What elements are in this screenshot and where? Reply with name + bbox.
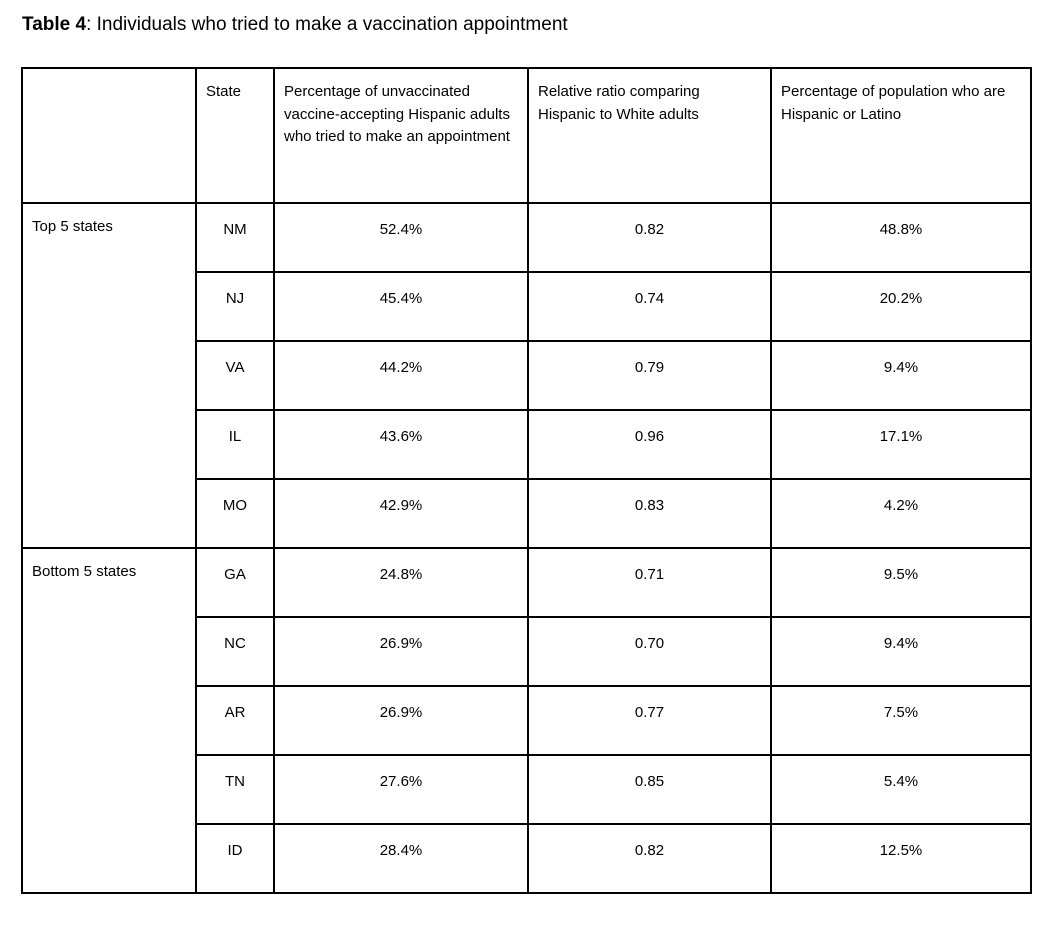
group-label-bottom5: Bottom 5 states [21, 547, 197, 894]
document-page: Table 4: Individuals who tried to make a… [0, 14, 1064, 894]
cell-state: VA [195, 340, 275, 411]
cell-state: NC [195, 616, 275, 687]
table-row-tn: TN 27.6% 0.85 5.4% [22, 754, 1032, 825]
table-title: Table 4: Individuals who tried to make a… [22, 14, 1064, 36]
header-state: State [195, 67, 275, 204]
cell-state: NM [195, 202, 275, 273]
cell-ratio: 0.96 [527, 409, 772, 480]
cell-pct-hispanic: 48.8% [770, 202, 1032, 273]
cell-pct-hispanic: 7.5% [770, 685, 1032, 756]
cell-state: TN [195, 754, 275, 825]
table-row-ar: AR 26.9% 0.77 7.5% [22, 685, 1032, 756]
cell-pct-hispanic: 9.4% [770, 340, 1032, 411]
cell-state: GA [195, 547, 275, 618]
cell-ratio: 0.85 [527, 754, 772, 825]
cell-ratio: 0.74 [527, 271, 772, 342]
cell-ratio: 0.79 [527, 340, 772, 411]
cell-state: ID [195, 823, 275, 894]
group-label-top5: Top 5 states [21, 202, 197, 549]
cell-ratio: 0.83 [527, 478, 772, 549]
table-row-nj: NJ 45.4% 0.74 20.2% [22, 271, 1032, 342]
cell-ratio: 0.77 [527, 685, 772, 756]
table-row-va: VA 44.2% 0.79 9.4% [22, 340, 1032, 411]
cell-pct-tried: 45.4% [273, 271, 529, 342]
cell-ratio: 0.82 [527, 823, 772, 894]
table-row-nc: NC 26.9% 0.70 9.4% [22, 616, 1032, 687]
table-title-label: Table 4 [22, 14, 87, 35]
cell-pct-hispanic: 9.5% [770, 547, 1032, 618]
cell-state: AR [195, 685, 275, 756]
cell-pct-hispanic: 9.4% [770, 616, 1032, 687]
cell-pct-hispanic: 4.2% [770, 478, 1032, 549]
cell-ratio: 0.82 [527, 202, 772, 273]
table-row-nm: Top 5 states NM 52.4% 0.82 48.8% [21, 202, 1032, 549]
cell-pct-hispanic: 5.4% [770, 754, 1032, 825]
cell-pct-tried: 52.4% [273, 202, 529, 273]
header-pct-tried: Percentage of unvaccinated vaccine-accep… [273, 67, 529, 204]
cell-pct-tried: 43.6% [273, 409, 529, 480]
header-blank [21, 67, 197, 204]
vaccination-appointment-table: State Percentage of unvaccinated vaccine… [21, 67, 1032, 894]
cell-pct-tried: 26.9% [273, 616, 529, 687]
cell-pct-hispanic: 12.5% [770, 823, 1032, 894]
table-row-mo: MO 42.9% 0.83 4.2% [22, 478, 1032, 549]
cell-pct-hispanic: 20.2% [770, 271, 1032, 342]
cell-ratio: 0.70 [527, 616, 772, 687]
cell-pct-tried: 42.9% [273, 478, 529, 549]
cell-pct-tried: 24.8% [273, 547, 529, 618]
table-title-text: : Individuals who tried to make a vaccin… [86, 14, 568, 35]
cell-state: NJ [195, 271, 275, 342]
cell-pct-tried: 27.6% [273, 754, 529, 825]
cell-state: IL [195, 409, 275, 480]
cell-pct-hispanic: 17.1% [770, 409, 1032, 480]
table-row-ga: Bottom 5 states GA 24.8% 0.71 9.5% [21, 547, 1032, 894]
header-relative-ratio: Relative ratio comparing Hispanic to Whi… [527, 67, 772, 204]
table-row-il: IL 43.6% 0.96 17.1% [22, 409, 1032, 480]
cell-pct-tried: 28.4% [273, 823, 529, 894]
cell-pct-tried: 26.9% [273, 685, 529, 756]
cell-state: MO [195, 478, 275, 549]
header-pct-hispanic-population: Percentage of population who are Hispani… [770, 67, 1032, 204]
cell-pct-tried: 44.2% [273, 340, 529, 411]
table-row-id: ID 28.4% 0.82 12.5% [22, 823, 1032, 894]
header-row: State Percentage of unvaccinated vaccine… [21, 67, 1032, 204]
cell-ratio: 0.71 [527, 547, 772, 618]
